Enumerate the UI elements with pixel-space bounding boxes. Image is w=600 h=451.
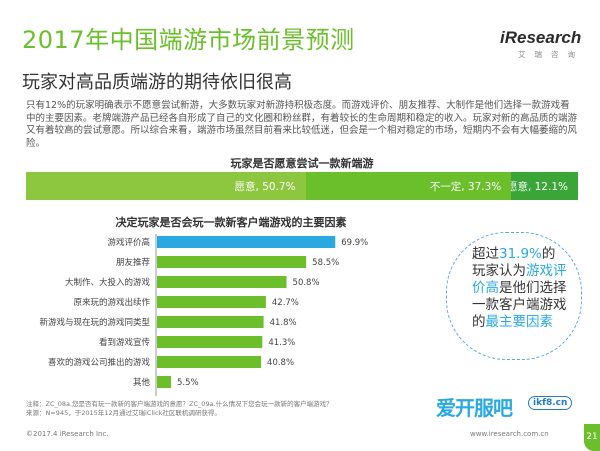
stacked-segment-3: 不愿意, 12.1% <box>511 172 578 200</box>
value-label: 41.3% <box>268 338 295 348</box>
iresearch-logo: iResearch 艾瑞咨询 <box>500 28 584 68</box>
value-label: 58.5% <box>312 258 339 268</box>
bar-chart-title: 决定玩家是否会玩一款新客户端游戏的主要因素 <box>115 216 347 229</box>
watermark-url: ikf8.cn <box>528 396 573 410</box>
stacked-bar-chart: 愿意, 50.7%不一定, 37.3%不愿意, 12.1% <box>26 172 578 200</box>
category-label: 看到游戏宣传 <box>99 337 151 348</box>
callout-highlight-2: 最主要因素 <box>485 314 554 330</box>
value-label: 40.8% <box>267 358 294 368</box>
callout-mid2: 是他们选择一款客户端游戏的 <box>472 280 567 330</box>
category-label: 其他 <box>133 377 151 388</box>
value-label: 50.8% <box>293 278 320 288</box>
factor-bar <box>157 236 336 248</box>
stacked-segment-2: 不一定, 37.3% <box>305 172 512 200</box>
callout-text: 超过31.9%的玩家认为游戏评价高是他们选择一款客户端游戏的最主要因素 <box>472 246 568 331</box>
watermark-text: 爱开服吧 <box>436 396 513 420</box>
factor-bar <box>157 256 307 268</box>
factor-bar <box>157 316 264 328</box>
category-label: 喜欢的游戏公司推出的游戏 <box>48 357 151 368</box>
footer-copyright: ©2017.4 iResearch Inc. <box>26 430 109 438</box>
factor-bar <box>157 296 266 308</box>
callout-pct: 31.9% <box>499 246 542 262</box>
note-line: 注释：ZC_08a.您是否有玩一款新的客户端游戏的意愿？ZC_09a.什么情况下… <box>26 400 333 408</box>
factor-bar <box>157 336 263 348</box>
page-subtitle: 玩家对高品质端游的期待依旧很高 <box>22 72 292 93</box>
category-label: 大制作、大投入的游戏 <box>65 277 151 288</box>
footer-website[interactable]: www.iresearch.com.cn <box>470 430 549 438</box>
category-label: 原来玩的游戏出续作 <box>73 297 150 308</box>
value-label: 41.8% <box>270 318 297 328</box>
factor-bar <box>157 356 262 368</box>
category-label: 朋友推荐 <box>116 257 151 268</box>
callout-highlight-1: 游戏评价高 <box>472 263 567 296</box>
logo-subtext: 艾瑞咨询 <box>518 50 584 59</box>
factor-bar-chart: 游戏评价高 69.9% 朋友推荐 58.5% 大制作、大投入的游戏 50.8% 原来玩的游戏… <box>39 234 368 396</box>
logo-wordmark: iResearch <box>500 28 582 47</box>
value-label: 5.5% <box>177 378 199 388</box>
factor-bar <box>157 376 172 388</box>
chart-note: 注释：ZC_08a.您是否有玩一款新的客户端游戏的意愿？ZC_09a.什么情况下… <box>26 400 446 418</box>
factor-bar <box>157 276 287 288</box>
category-label: 游戏评价高 <box>107 237 150 248</box>
value-label: 42.7% <box>272 298 299 308</box>
page-number: 21 <box>584 424 600 451</box>
body-paragraph: 只有12%的玩家明确表示不愿意尝试新游，大多数玩家对新游持积极态度。而游戏评价、… <box>26 100 578 149</box>
callout-border <box>446 232 582 360</box>
callout-prefix: 超过 <box>472 246 499 262</box>
stacked-segment-1: 愿意, 50.7% <box>26 172 306 200</box>
page-title: 2017年中国端游市场前景预测 <box>22 26 355 54</box>
site-watermark: 爱开服吧 ikf8.cn <box>436 390 584 420</box>
source-line: 来源：N=945，于2015年12月通过艾瑞iClick社区联机调研获得。 <box>26 409 221 417</box>
value-label: 69.9% <box>341 238 368 248</box>
callout-mid1: 的玩家认为 <box>472 246 556 279</box>
category-label: 新游戏与现在玩的游戏同类型 <box>39 317 150 328</box>
stacked-chart-title: 玩家是否愿意尝试一款新端游 <box>230 157 374 170</box>
